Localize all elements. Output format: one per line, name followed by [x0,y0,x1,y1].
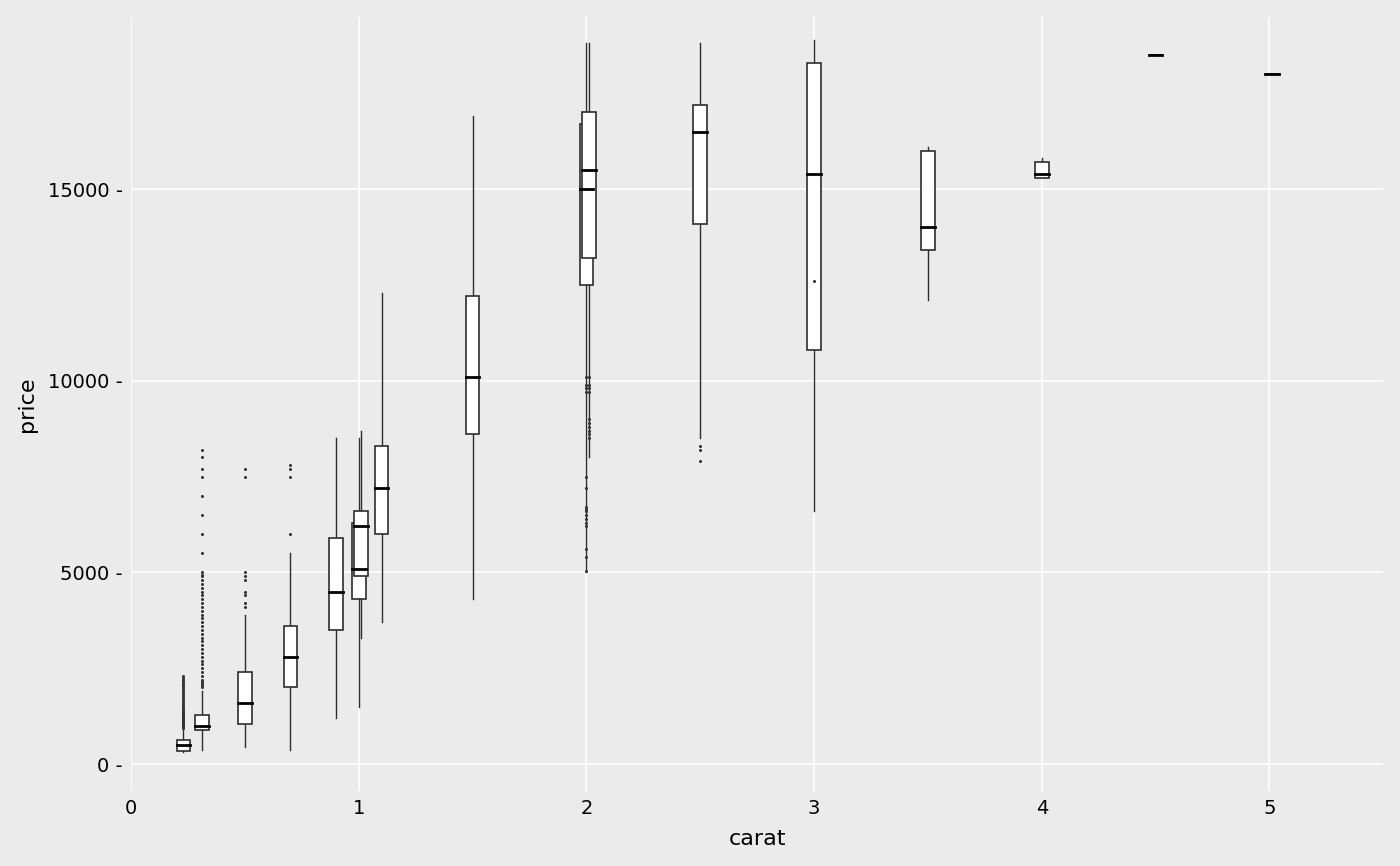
Bar [921,151,935,250]
Bar [582,113,595,258]
Y-axis label: price: price [17,376,36,431]
Bar [176,740,190,752]
Bar [808,62,820,350]
Bar [354,511,368,576]
X-axis label: carat: carat [728,830,785,850]
Bar [1035,162,1049,178]
Bar [238,672,252,724]
Bar [329,538,343,630]
Bar [375,446,388,534]
Bar [466,296,479,435]
Bar [284,626,297,688]
Bar [580,124,594,285]
Bar [693,105,707,223]
Bar [351,522,365,599]
Bar [195,715,209,729]
